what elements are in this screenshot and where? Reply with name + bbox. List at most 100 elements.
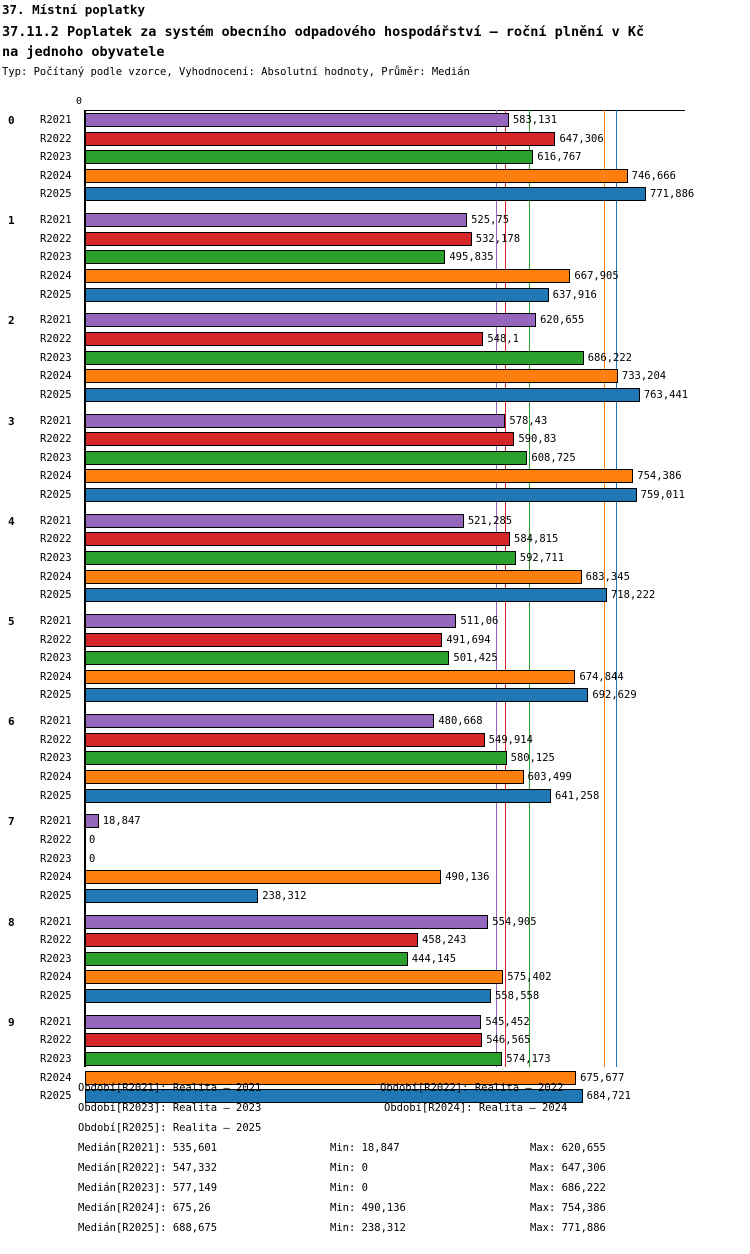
bar-series-label: R2025 [40,188,72,201]
bar[interactable] [85,450,528,465]
bar[interactable] [85,113,509,127]
stat-min-R2023: Min: 0 [330,1182,368,1194]
bar-value-label: 759,011 [640,488,685,501]
bar[interactable] [85,313,537,328]
bar-value-label: 583,131 [512,114,558,126]
bar-series-label: R2022 [40,1034,72,1047]
bar[interactable] [85,150,534,165]
bar[interactable] [85,814,99,829]
bar-value-label: 480,668 [438,715,483,728]
bar[interactable] [85,614,457,628]
bar[interactable] [85,632,443,647]
bar-group: 8 R2021 554,905 R2022 458,243 R2023 444,145 R20… [0,914,750,1007]
bar-value-label: 674,844 [579,670,624,683]
bar[interactable] [85,513,464,528]
bar-value-label: 620,655 [540,314,585,327]
bar[interactable] [85,1033,483,1048]
bar[interactable] [85,788,552,803]
bar[interactable] [85,487,637,502]
bar-row: R2021 525,75 [0,212,750,229]
bar-value-label: 733,204 [621,370,667,383]
bar-value-label: 675,677 [580,1071,625,1084]
bar-value-label: 545,452 [485,1015,530,1028]
bar[interactable] [85,331,484,346]
bar[interactable] [85,213,468,228]
bar[interactable] [85,1051,503,1066]
legend-item-R2021: Období[R2021]: Realita – 2021 [78,1082,262,1094]
group-index-label: 2 [8,314,15,328]
bar[interactable] [85,532,511,547]
bar[interactable] [85,168,628,183]
bar[interactable] [85,287,549,302]
bar-row: R2024 746,666 [0,168,750,185]
stat-median-R2024: Medián[R2024]: 675,26 [78,1202,211,1214]
bar[interactable] [85,651,450,666]
bar-row: R2021 583,131 [0,112,750,129]
bar-series-label: R2022 [40,533,72,546]
bar[interactable] [85,933,419,948]
stat-max-R2022: Max: 647,306 [530,1162,606,1174]
stat-max-R2024: Max: 754,386 [530,1202,606,1214]
bar-row: R2025 637,916 [0,287,750,304]
bar[interactable] [85,1014,482,1029]
bar-series-label: R2023 [40,251,72,264]
bar[interactable] [85,369,618,384]
bar[interactable] [85,732,485,747]
bar[interactable] [85,751,507,766]
stat-median-R2025: Medián[R2025]: 688,675 [78,1222,218,1234]
bar[interactable] [85,387,640,402]
bar-row: R2025 684,721 [0,1088,750,1105]
bar-series-label: R2024 [40,269,72,282]
bar[interactable] [85,131,556,146]
bar[interactable] [85,914,489,929]
stat-min-R2021: Min: 18,847 [330,1142,400,1154]
bar[interactable] [85,888,259,903]
bar-row: R2025 771,886 [0,186,750,203]
legend-row: Období[R2023]: Realita – 2023 Období[R202… [0,1102,750,1122]
bar-value-label: 574,173 [506,1052,551,1065]
bar[interactable] [85,1070,577,1085]
bar[interactable] [85,1089,583,1104]
bar-series-label: R2022 [40,833,72,846]
bar-row: R2025 759,011 [0,487,750,504]
bar[interactable] [85,988,491,1003]
bar[interactable] [85,250,446,265]
bar-row: R2024 683,345 [0,569,750,586]
bar-group: 1 R2021 525,75 R2022 532,178 R2023 495,835 R202… [0,212,750,305]
bar[interactable] [85,669,576,684]
bar[interactable] [85,469,634,484]
bar[interactable] [85,350,584,365]
bar[interactable] [85,769,524,784]
bar-row: R2021 480,668 [0,713,750,730]
bar-value-label: 590,83 [518,433,557,446]
bar-value-label: 637,916 [552,288,597,301]
bar-series-label: R2024 [40,971,72,984]
bar[interactable] [85,187,646,202]
bar[interactable] [85,951,408,966]
bar-series-label: R2021 [40,514,72,527]
bar-row: R2023 608,725 [0,450,750,467]
bar[interactable] [85,714,435,729]
stat-median-R2023: Medián[R2023]: 577,149 [78,1182,218,1194]
bar-row: R2023 495,835 [0,249,750,266]
bar[interactable] [85,588,607,603]
bar[interactable] [85,688,589,703]
bar-series-label: R2024 [40,370,72,383]
bar-series-label: R2023 [40,351,72,364]
bar-series-label: R2023 [40,852,72,865]
bar[interactable] [85,268,571,283]
bar-group: 3 R2021 578,43 R2022 590,83 R2023 608,725 R2024… [0,413,750,506]
bar[interactable] [85,970,504,985]
bar[interactable] [85,569,582,584]
bar-value-label: 578,43 [509,414,548,427]
bar-series-label: R2025 [40,488,72,501]
bar[interactable] [85,870,442,885]
bar-value-label: 763,441 [643,388,689,401]
bar[interactable] [85,413,506,428]
bar-series-label: R2023 [40,1052,72,1065]
bar-series-label: R2022 [40,433,72,446]
bar-value-label: 0 [89,852,96,865]
bar[interactable] [85,550,516,565]
bar[interactable] [85,432,515,447]
bar[interactable] [85,231,472,246]
